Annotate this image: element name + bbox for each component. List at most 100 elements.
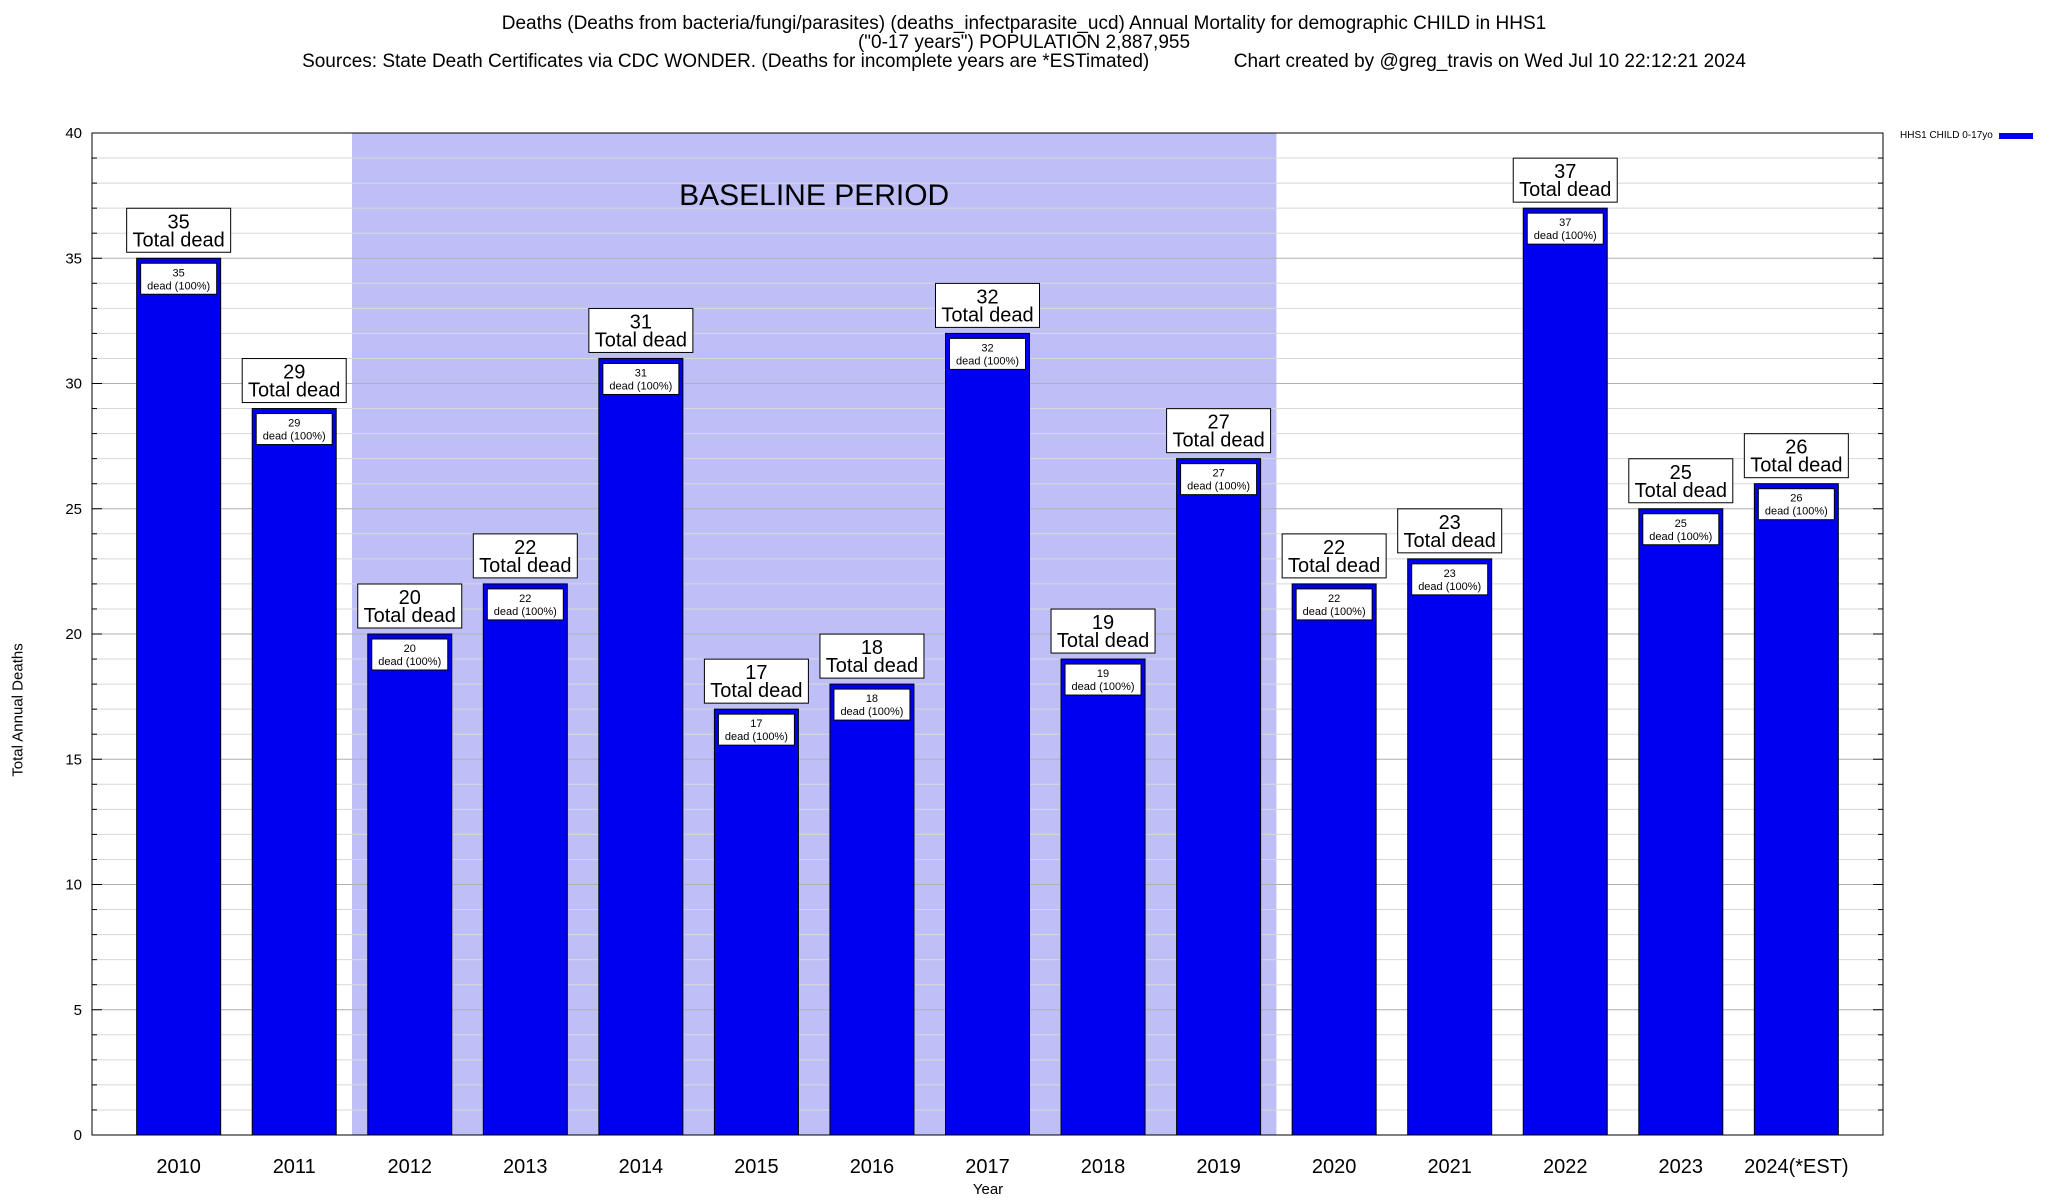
title-line-2: ("0-17 years") POPULATION 2,887,955 [857,32,1191,53]
bar-2019 [1176,458,1262,1136]
inner-label-value: 18 [866,693,878,705]
legend-label: HHS1 CHILD 0-17yo [1900,130,1993,141]
inner-label-text: dead (100%) [1649,531,1712,543]
legend-swatch [1998,132,2033,139]
x-tick-label: 2024(*EST) [1744,1156,1849,1178]
title-line-1: Deaths (Deaths from bacteria/fungi/paras… [501,13,1547,34]
total-label-value: 37 [1554,161,1576,183]
bar-2011 [251,408,337,1136]
inner-label-text: dead (100%) [147,280,210,292]
inner-label-text: dead (100%) [1765,506,1828,518]
total-label-value: 20 [399,587,421,609]
total-label-value: 25 [1670,462,1692,484]
inner-label-box [486,588,564,621]
inner-label-value: 19 [1097,668,1109,680]
inner-label-box [833,688,911,721]
total-label-box [472,533,578,579]
inner-label-text: dead (100%) [840,706,903,718]
inner-label-box [1064,663,1142,696]
total-label-box [1512,157,1618,203]
bar-2015 [713,708,799,1136]
inner-label-box [1642,513,1720,546]
total-label-text: Total dead [133,229,225,251]
total-label-box [935,282,1040,328]
total-label-value: 35 [168,211,190,233]
x-tick-label: 2020 [1312,1156,1357,1178]
bar-2016 [829,683,915,1136]
total-label-box [1628,458,1734,504]
title-line-3: Sources: State Death Certificates via CD… [302,51,1746,72]
inner-label-box [949,337,1026,370]
x-tick-label: 2016 [850,1156,895,1178]
total-label-box [1166,408,1272,454]
total-label-value: 19 [1092,612,1114,634]
total-label-text: Total dead [595,329,687,351]
total-label-text: Total dead [1519,179,1611,201]
total-label-value: 27 [1207,412,1229,434]
inner-label-text: dead (100%) [725,731,788,743]
y-axis-label: Total Annual Deaths [9,643,27,777]
total-label-text: Total dead [1404,530,1496,552]
inner-label-value: 32 [981,342,993,354]
total-label-box [819,633,925,679]
x-tick-label: 2015 [734,1156,779,1178]
inner-label-text: dead (100%) [956,355,1019,367]
bar-2012 [367,633,453,1136]
bar-2021 [1407,558,1493,1136]
x-tick-label: 2011 [273,1156,316,1178]
bar-2010 [136,257,222,1136]
x-tick-label: 2018 [1081,1156,1126,1178]
baseline-period-label: BASELINE PERIOD [679,179,949,212]
inner-label-text: dead (100%) [1072,681,1135,693]
total-label-text: Total dead [1288,555,1380,577]
inner-label-value: 25 [1675,518,1687,530]
inner-label-value: 37 [1559,217,1571,229]
bar-2023 [1638,508,1724,1136]
x-axis-label: Year [972,1181,1004,1198]
total-label-value: 22 [1323,537,1345,559]
total-label-value: 31 [630,311,652,333]
y-tick-label: 10 [65,877,82,894]
y-tick-label: 25 [65,501,82,518]
plot-frame [91,132,1884,1136]
inner-label-value: 23 [1444,568,1456,580]
total-label-box [703,658,809,704]
total-label-text: Total dead [248,380,340,402]
y-tick-label: 40 [65,125,82,142]
inner-label-value: 17 [750,718,762,730]
total-label-value: 17 [745,662,767,684]
total-label-box [588,307,694,353]
inner-label-box [371,638,449,671]
y-tick-label: 20 [65,626,82,643]
total-label-text: Total dead [479,555,571,577]
x-tick-label: 2010 [156,1156,201,1178]
inner-label-box [255,413,333,446]
total-label-text: Total dead [1057,630,1149,652]
total-label-box [241,358,347,404]
legend: HHS1 CHILD 0-17yo [1900,130,2033,141]
total-label-text: Total dead [1635,480,1727,502]
total-label-value: 29 [283,362,305,384]
total-label-box [357,583,463,629]
x-tick-label: 2023 [1659,1156,1704,1178]
total-label-text: Total dead [826,655,918,677]
inner-label-box [1180,463,1258,496]
inner-label-text: dead (100%) [1534,230,1597,242]
inner-label-box [602,362,680,395]
total-label-value: 18 [861,637,883,659]
total-label-box [1050,608,1156,654]
inner-label-text: dead (100%) [1187,481,1250,493]
bar-2013 [482,583,568,1136]
x-tick-label: 2014 [619,1156,664,1178]
inner-label-value: 29 [288,418,300,430]
y-tick-label: 15 [65,751,82,768]
total-label-box [1281,533,1387,579]
inner-label-text: dead (100%) [1418,581,1481,593]
chart-title: Deaths (Deaths from bacteria/fungi/paras… [0,14,2048,71]
inner-label-value: 26 [1790,493,1802,505]
x-tick-label: 2022 [1543,1156,1588,1178]
bar-2024(*EST) [1753,483,1839,1136]
inner-label-box [717,713,795,746]
total-label-box [1743,433,1849,479]
